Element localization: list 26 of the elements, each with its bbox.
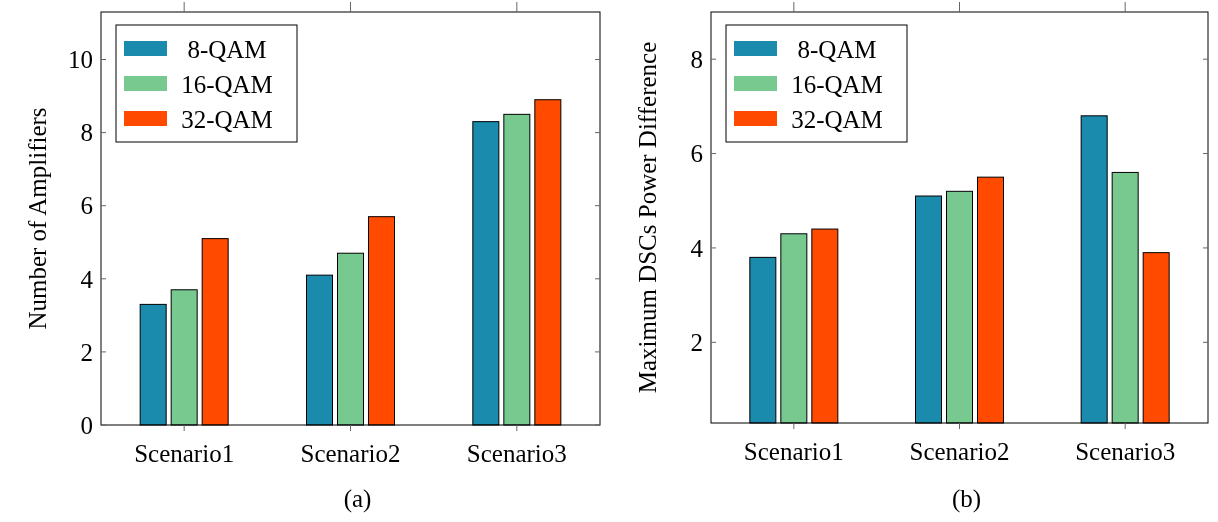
legend-label: 8-QAM xyxy=(797,35,877,63)
y-tick-label: 2 xyxy=(80,338,93,366)
legend-label: 8-QAM xyxy=(187,35,267,63)
y-tick-label: 8 xyxy=(80,119,93,147)
legend-label: 32-QAM xyxy=(791,105,883,133)
y-tick-label: 6 xyxy=(80,192,93,220)
y-tick-label: 6 xyxy=(690,140,703,168)
y-tick-label: 4 xyxy=(690,234,704,262)
x-tick-label: Scenario2 xyxy=(909,438,1010,465)
y-tick-label: 10 xyxy=(68,46,93,74)
text: (b) xyxy=(951,485,982,513)
x-tick-label: Scenario3 xyxy=(1075,438,1176,465)
y-tick-label: 8 xyxy=(690,45,703,73)
x-tick-label: Scenario1 xyxy=(743,438,844,465)
text: (a) xyxy=(343,485,372,513)
y-tick-label: 4 xyxy=(80,265,94,293)
y-axis-title: Maximum DSCs Power Difference xyxy=(634,41,661,394)
y-axis-title: Number of Amplifiers xyxy=(24,107,51,330)
x-tick-label: Scenario2 xyxy=(300,440,401,467)
y-tick-label: 2 xyxy=(690,329,703,357)
x-tick-label: Scenario1 xyxy=(134,440,235,467)
y-tick-label: 0 xyxy=(80,411,93,439)
legend-label: 16-QAM xyxy=(181,70,273,98)
legend-label: 32-QAM xyxy=(181,105,273,133)
x-tick-label: Scenario3 xyxy=(466,440,567,467)
legend-label: 16-QAM xyxy=(791,70,883,98)
